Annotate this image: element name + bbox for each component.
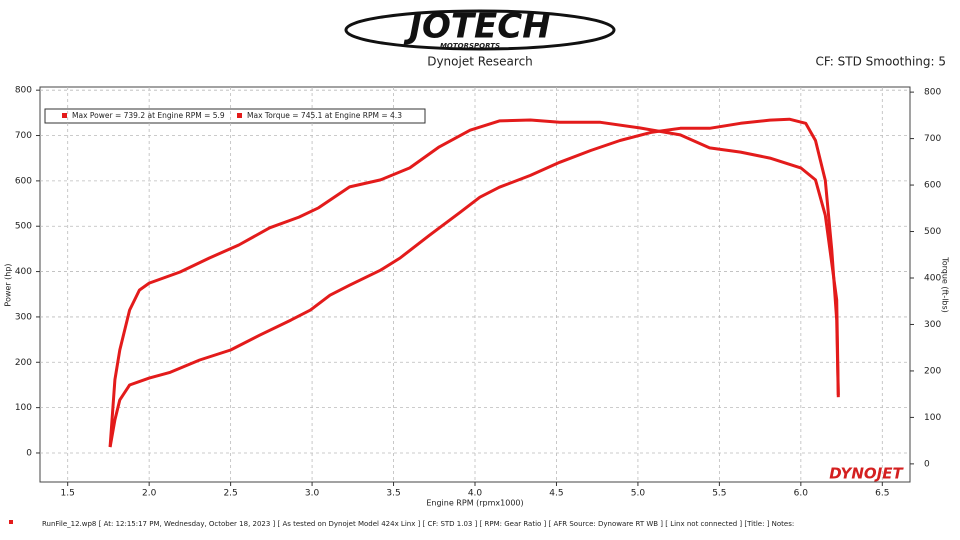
y2-tick-label: 700	[924, 134, 941, 144]
logo-ring	[344, 9, 616, 51]
legend	[44, 108, 426, 124]
footer-marker	[9, 520, 13, 524]
logo-sub: MOTORSPORTS	[440, 42, 500, 50]
legend-label: Max Power = 739.2 at Engine RPM = 5.9	[72, 111, 225, 120]
logo: JOTECH	[403, 7, 550, 47]
footer: RunFile_12.wp8 [ At: 12:15:17 PM, Wednes…	[42, 520, 794, 528]
y2-tick-label: 100	[924, 413, 941, 423]
y2-tick-label: 0	[924, 459, 930, 469]
legend-swatch	[237, 113, 242, 118]
x-tick-label: 5.0	[631, 489, 646, 499]
y-tick-label: 800	[15, 86, 32, 96]
legend-label: Max Torque = 745.1 at Engine RPM = 4.3	[247, 111, 402, 120]
y-tick-label: 0	[26, 448, 32, 458]
y2-tick-label: 600	[924, 181, 941, 191]
legend-swatch	[62, 113, 67, 118]
x-tick-label: 2.5	[223, 489, 237, 499]
y2-tick-label: 500	[924, 227, 941, 237]
settings: CF: STD Smoothing: 5	[815, 55, 946, 69]
brand: DYNOJET	[829, 465, 904, 483]
y-tick-label: 500	[15, 222, 32, 232]
x-tick-label: 5.5	[712, 489, 726, 499]
y-tick-label: 700	[15, 131, 32, 141]
y2-tick-label: 400	[924, 273, 941, 283]
x-tick-label: 6.0	[794, 489, 809, 499]
y-axis-label: Power (hp)	[4, 263, 13, 306]
y-tick-label: 600	[15, 176, 32, 186]
x-tick-label: 4.5	[549, 489, 563, 499]
y-tick-label: 200	[15, 358, 32, 368]
y2-tick-label: 200	[924, 366, 941, 376]
x-tick-label: 4.0	[468, 489, 483, 499]
y2-tick-label: 300	[924, 320, 941, 330]
y2-axis-label: Torque (ft-lbs)	[941, 256, 950, 313]
y2-tick-label: 800	[924, 88, 941, 98]
series-line	[108, 118, 840, 447]
x-axis-label: Engine RPM (rpmx1000)	[426, 499, 523, 508]
y-tick-label: 300	[15, 312, 32, 322]
x-tick-label: 1.5	[61, 489, 75, 499]
x-tick-label: 2.0	[142, 489, 157, 499]
x-tick-label: 6.5	[875, 489, 889, 499]
x-tick-label: 3.5	[386, 489, 400, 499]
y-tick-label: 400	[15, 267, 32, 277]
plot-frame	[39, 86, 911, 483]
series-line	[108, 117, 840, 448]
x-tick-label: 3.0	[305, 489, 320, 499]
title: Dynojet Research	[427, 55, 533, 69]
y-tick-label: 100	[15, 403, 32, 413]
